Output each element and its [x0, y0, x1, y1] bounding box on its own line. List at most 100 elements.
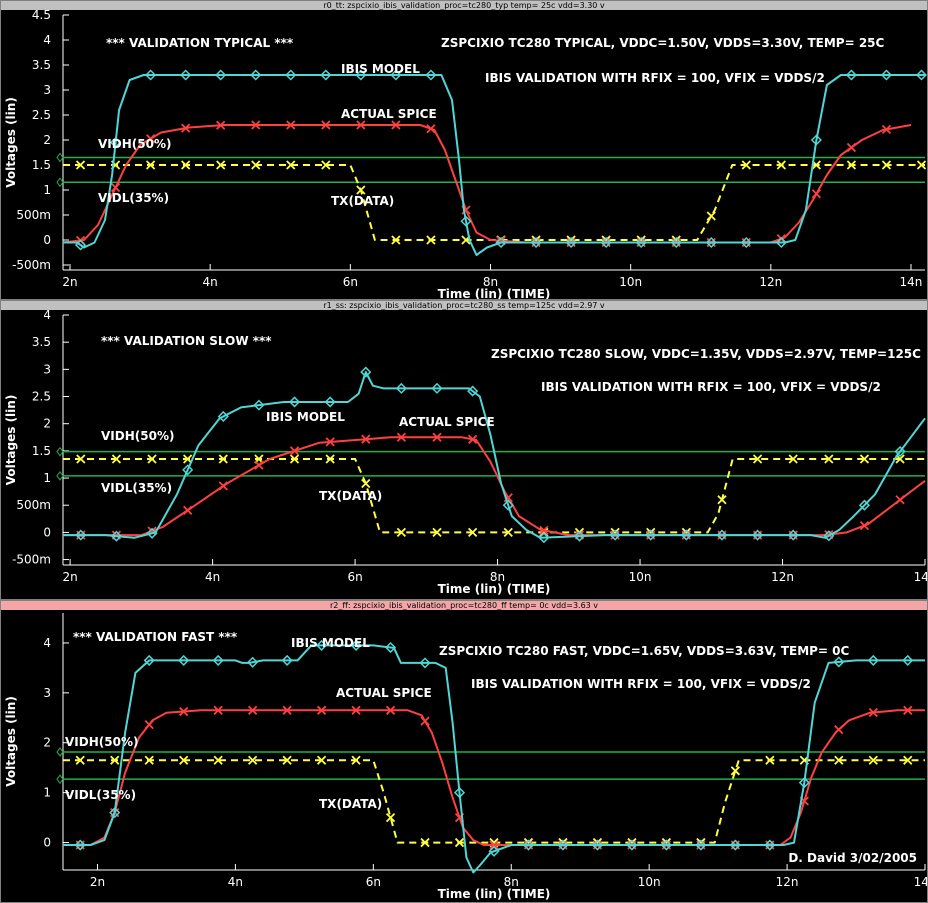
- data-point: [432, 432, 442, 442]
- x-tick-label: 2n: [62, 275, 77, 289]
- data-point: [385, 705, 396, 715]
- data-point: [282, 755, 292, 765]
- data-point: [752, 529, 764, 541]
- axes: [62, 315, 925, 566]
- data-point: [716, 529, 728, 541]
- data-point: [460, 215, 472, 227]
- data-point: [110, 182, 121, 193]
- data-point: [915, 69, 927, 81]
- y-tick-label: 4.5: [32, 10, 51, 22]
- data-point: [916, 160, 927, 170]
- window-title[interactable]: r1_ss: zspcixio_ibis_validation_proc=tc2…: [323, 301, 605, 310]
- data-point: [111, 454, 122, 464]
- data-point: [881, 124, 892, 135]
- data-point: [868, 755, 878, 765]
- data-point: [254, 460, 264, 470]
- y-tick-label: -500m: [12, 258, 51, 272]
- ibis-model-label: IBIS MODEL: [291, 636, 370, 650]
- data-point: [75, 755, 85, 765]
- y-axis-label: Voltages (lin): [4, 696, 18, 787]
- x-tick-label: 12n: [759, 275, 782, 289]
- data-point: [502, 499, 514, 511]
- data-point: [75, 529, 87, 541]
- data-point: [391, 235, 401, 245]
- window-title[interactable]: r2_ff: zspcixio_ibis_validation_proc=tc2…: [1, 601, 927, 610]
- vidh-label: VIDH(50%): [65, 735, 138, 749]
- data-point: [425, 69, 437, 81]
- data-point: [530, 236, 542, 249]
- data-point: [810, 134, 822, 146]
- data-point: [396, 432, 407, 442]
- window-title[interactable]: r0_tt: zspcixio_ibis_validation_proc=tc2…: [323, 1, 605, 10]
- data-point: [635, 236, 647, 249]
- data-point: [213, 755, 223, 765]
- data-point: [253, 399, 265, 411]
- actual-spice-label: ACTUAL SPICE: [399, 415, 495, 429]
- waveform-plot-typical[interactable]: 4.5 4 3.5 3 2.5 2 1.5 1 500m 0 -500m 2n 4n 6n 8n 10n 12n…: [1, 10, 927, 299]
- y-tick-label: 4: [43, 33, 51, 47]
- data-point: [858, 499, 871, 511]
- vidl-marker: [56, 774, 64, 785]
- info-line-2: IBIS VALIDATION WITH RFIX = 100, VFIX = …: [541, 380, 881, 394]
- y-tick-label: 2: [43, 417, 51, 431]
- data-point: [251, 120, 261, 130]
- series-0: [63, 639, 925, 874]
- data-point: [717, 495, 727, 505]
- data-point: [895, 495, 905, 505]
- data-point: [846, 160, 857, 170]
- waveform-plot-slow[interactable]: 4 3.5 3 2.5 2 1.5 1 500m 0 -500m 2n 4n 6n 8n 10n 12n 14n…: [1, 310, 927, 599]
- info-line-1: ZSPCIXIO TC280 FAST, VDDC=1.65V, VDDS=3.…: [439, 644, 850, 658]
- data-point: [705, 236, 717, 249]
- data-point: [488, 845, 500, 857]
- data-point: [776, 160, 786, 170]
- data-point: [503, 527, 513, 538]
- data-point: [557, 839, 569, 851]
- data-point: [420, 837, 430, 848]
- data-point: [325, 437, 335, 447]
- data-point: [467, 385, 479, 397]
- data-point: [740, 236, 752, 249]
- data-point: [145, 69, 157, 81]
- actual-spice-label: ACTUAL SPICE: [336, 686, 432, 700]
- data-point: [247, 656, 259, 668]
- waveform-plot-fast[interactable]: 4 3 2 1 0 2n 4n 6n 8n 10n 12n 14n Voltages (lin) Time…: [1, 610, 927, 902]
- y-tick-label: 4: [43, 310, 51, 322]
- x-tick-label: 6n: [366, 875, 381, 889]
- x-axis-label: Time (lin) (TIME): [438, 287, 551, 299]
- x-tick-label: 10n: [638, 875, 661, 889]
- data-point: [823, 530, 835, 542]
- y-tick-label: 0: [43, 525, 51, 539]
- data-point: [321, 160, 331, 170]
- x-tick-label: 4n: [203, 275, 218, 289]
- data-point: [670, 236, 682, 249]
- data-point: [741, 160, 751, 170]
- vidh-marker: [56, 446, 64, 457]
- data-point: [146, 527, 158, 539]
- x-tick-label: 2n: [62, 570, 77, 584]
- data-point: [282, 705, 292, 715]
- signature: D. David 3/02/2005: [788, 851, 917, 865]
- data-point: [248, 705, 258, 715]
- data-point: [178, 654, 190, 666]
- data-point: [431, 382, 443, 394]
- y-tick-label: 3: [43, 686, 51, 700]
- data-point: [395, 382, 407, 394]
- data-point: [356, 120, 366, 130]
- data-point: [355, 69, 367, 81]
- axes: [62, 15, 925, 271]
- data-point: [396, 527, 407, 538]
- vidh-label: VIDH(50%): [98, 137, 171, 151]
- y-tick-label: 3.5: [32, 335, 51, 349]
- data-point: [730, 766, 740, 776]
- data-point: [609, 529, 621, 541]
- data-point: [325, 454, 335, 464]
- data-point: [645, 529, 657, 541]
- data-point: [489, 840, 499, 850]
- data-point: [351, 705, 361, 715]
- data-point: [787, 529, 799, 541]
- data-point: [144, 755, 154, 765]
- y-tick-label: 4: [43, 636, 51, 650]
- data-point: [143, 654, 155, 666]
- data-point: [834, 755, 844, 765]
- x-tick-label: 2n: [90, 875, 105, 889]
